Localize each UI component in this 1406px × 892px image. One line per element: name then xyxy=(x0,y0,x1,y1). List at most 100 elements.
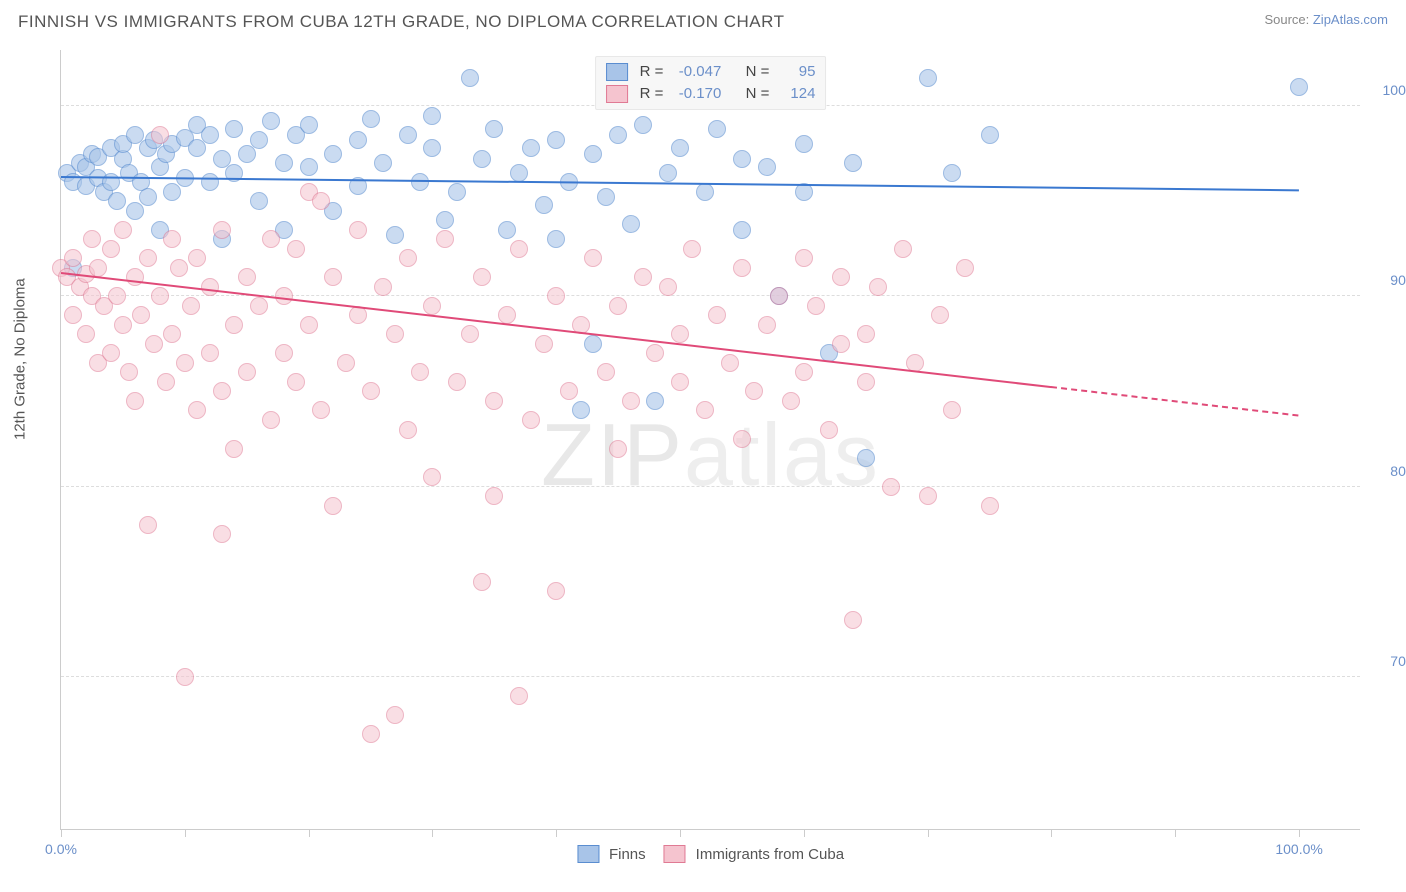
x-tick xyxy=(556,829,557,837)
scatter-point xyxy=(622,215,640,233)
scatter-point xyxy=(337,354,355,372)
scatter-point xyxy=(126,268,144,286)
scatter-point xyxy=(659,164,677,182)
scatter-point xyxy=(89,259,107,277)
stat-label-n: N = xyxy=(746,83,770,105)
source-link[interactable]: ZipAtlas.com xyxy=(1313,12,1388,27)
scatter-point xyxy=(213,382,231,400)
scatter-point xyxy=(869,278,887,296)
scatter-point xyxy=(584,335,602,353)
scatter-point xyxy=(225,440,243,458)
scatter-point xyxy=(176,668,194,686)
scatter-point xyxy=(485,487,503,505)
scatter-point xyxy=(832,335,850,353)
scatter-point xyxy=(436,230,454,248)
legend-item: Finns xyxy=(577,845,646,863)
scatter-point xyxy=(560,382,578,400)
scatter-point xyxy=(312,192,330,210)
scatter-point xyxy=(120,363,138,381)
scatter-point xyxy=(931,306,949,324)
y-tick-label: 100.0% xyxy=(1370,82,1406,98)
legend-stats-box: R =-0.047 N =95R =-0.170 N =124 xyxy=(595,56,827,110)
x-tick xyxy=(185,829,186,837)
scatter-point xyxy=(399,126,417,144)
grid-line-horizontal xyxy=(61,676,1360,677)
scatter-point xyxy=(145,335,163,353)
scatter-point xyxy=(943,164,961,182)
scatter-point xyxy=(423,297,441,315)
scatter-point xyxy=(300,116,318,134)
scatter-point xyxy=(399,249,417,267)
scatter-point xyxy=(262,112,280,130)
legend-label: Finns xyxy=(609,846,646,863)
scatter-point xyxy=(176,354,194,372)
scatter-point xyxy=(844,611,862,629)
source-prefix: Source: xyxy=(1264,12,1312,27)
scatter-point xyxy=(795,249,813,267)
scatter-point xyxy=(225,120,243,138)
scatter-point xyxy=(108,287,126,305)
scatter-point xyxy=(584,145,602,163)
scatter-point xyxy=(386,325,404,343)
scatter-point xyxy=(597,188,615,206)
scatter-point xyxy=(646,344,664,362)
scatter-point xyxy=(857,373,875,391)
scatter-point xyxy=(844,154,862,172)
scatter-point xyxy=(250,192,268,210)
scatter-point xyxy=(102,344,120,362)
x-tick xyxy=(804,829,805,837)
scatter-point xyxy=(108,192,126,210)
legend-swatch xyxy=(577,845,599,863)
x-tick xyxy=(1051,829,1052,837)
source-attribution: Source: ZipAtlas.com xyxy=(1264,12,1388,27)
scatter-point xyxy=(609,440,627,458)
scatter-point xyxy=(820,421,838,439)
scatter-point xyxy=(547,582,565,600)
scatter-point xyxy=(225,316,243,334)
x-tick xyxy=(432,829,433,837)
scatter-point xyxy=(151,126,169,144)
legend-swatch xyxy=(606,85,628,103)
x-tick-label: 0.0% xyxy=(45,841,77,857)
scatter-point xyxy=(696,183,714,201)
scatter-point xyxy=(275,154,293,172)
scatter-point xyxy=(126,392,144,410)
scatter-point xyxy=(795,363,813,381)
trend-line xyxy=(61,176,1299,191)
scatter-point xyxy=(362,725,380,743)
scatter-point xyxy=(882,478,900,496)
scatter-point xyxy=(374,154,392,172)
scatter-point xyxy=(733,259,751,277)
scatter-point xyxy=(201,278,219,296)
scatter-point xyxy=(349,221,367,239)
scatter-point xyxy=(139,188,157,206)
scatter-point xyxy=(733,430,751,448)
x-tick xyxy=(309,829,310,837)
stat-value-r: -0.170 xyxy=(671,83,721,105)
legend-stats-row: R =-0.170 N =124 xyxy=(606,83,816,105)
scatter-point xyxy=(572,401,590,419)
stat-value-n: 124 xyxy=(777,83,815,105)
scatter-point xyxy=(163,325,181,343)
scatter-point xyxy=(411,363,429,381)
legend-bottom: FinnsImmigrants from Cuba xyxy=(577,845,844,863)
scatter-point xyxy=(312,401,330,419)
scatter-point xyxy=(114,316,132,334)
grid-line-horizontal xyxy=(61,486,1360,487)
scatter-point xyxy=(708,120,726,138)
stat-label-n: N = xyxy=(746,61,770,83)
scatter-point xyxy=(1290,78,1308,96)
scatter-point xyxy=(485,392,503,410)
scatter-point xyxy=(745,382,763,400)
scatter-point xyxy=(201,344,219,362)
stat-label-r: R = xyxy=(640,61,664,83)
scatter-point xyxy=(510,164,528,182)
scatter-point xyxy=(522,139,540,157)
scatter-point xyxy=(956,259,974,277)
scatter-point xyxy=(708,306,726,324)
scatter-point xyxy=(362,110,380,128)
x-tick xyxy=(928,829,929,837)
scatter-point xyxy=(770,287,788,305)
scatter-point xyxy=(114,221,132,239)
scatter-point xyxy=(213,221,231,239)
